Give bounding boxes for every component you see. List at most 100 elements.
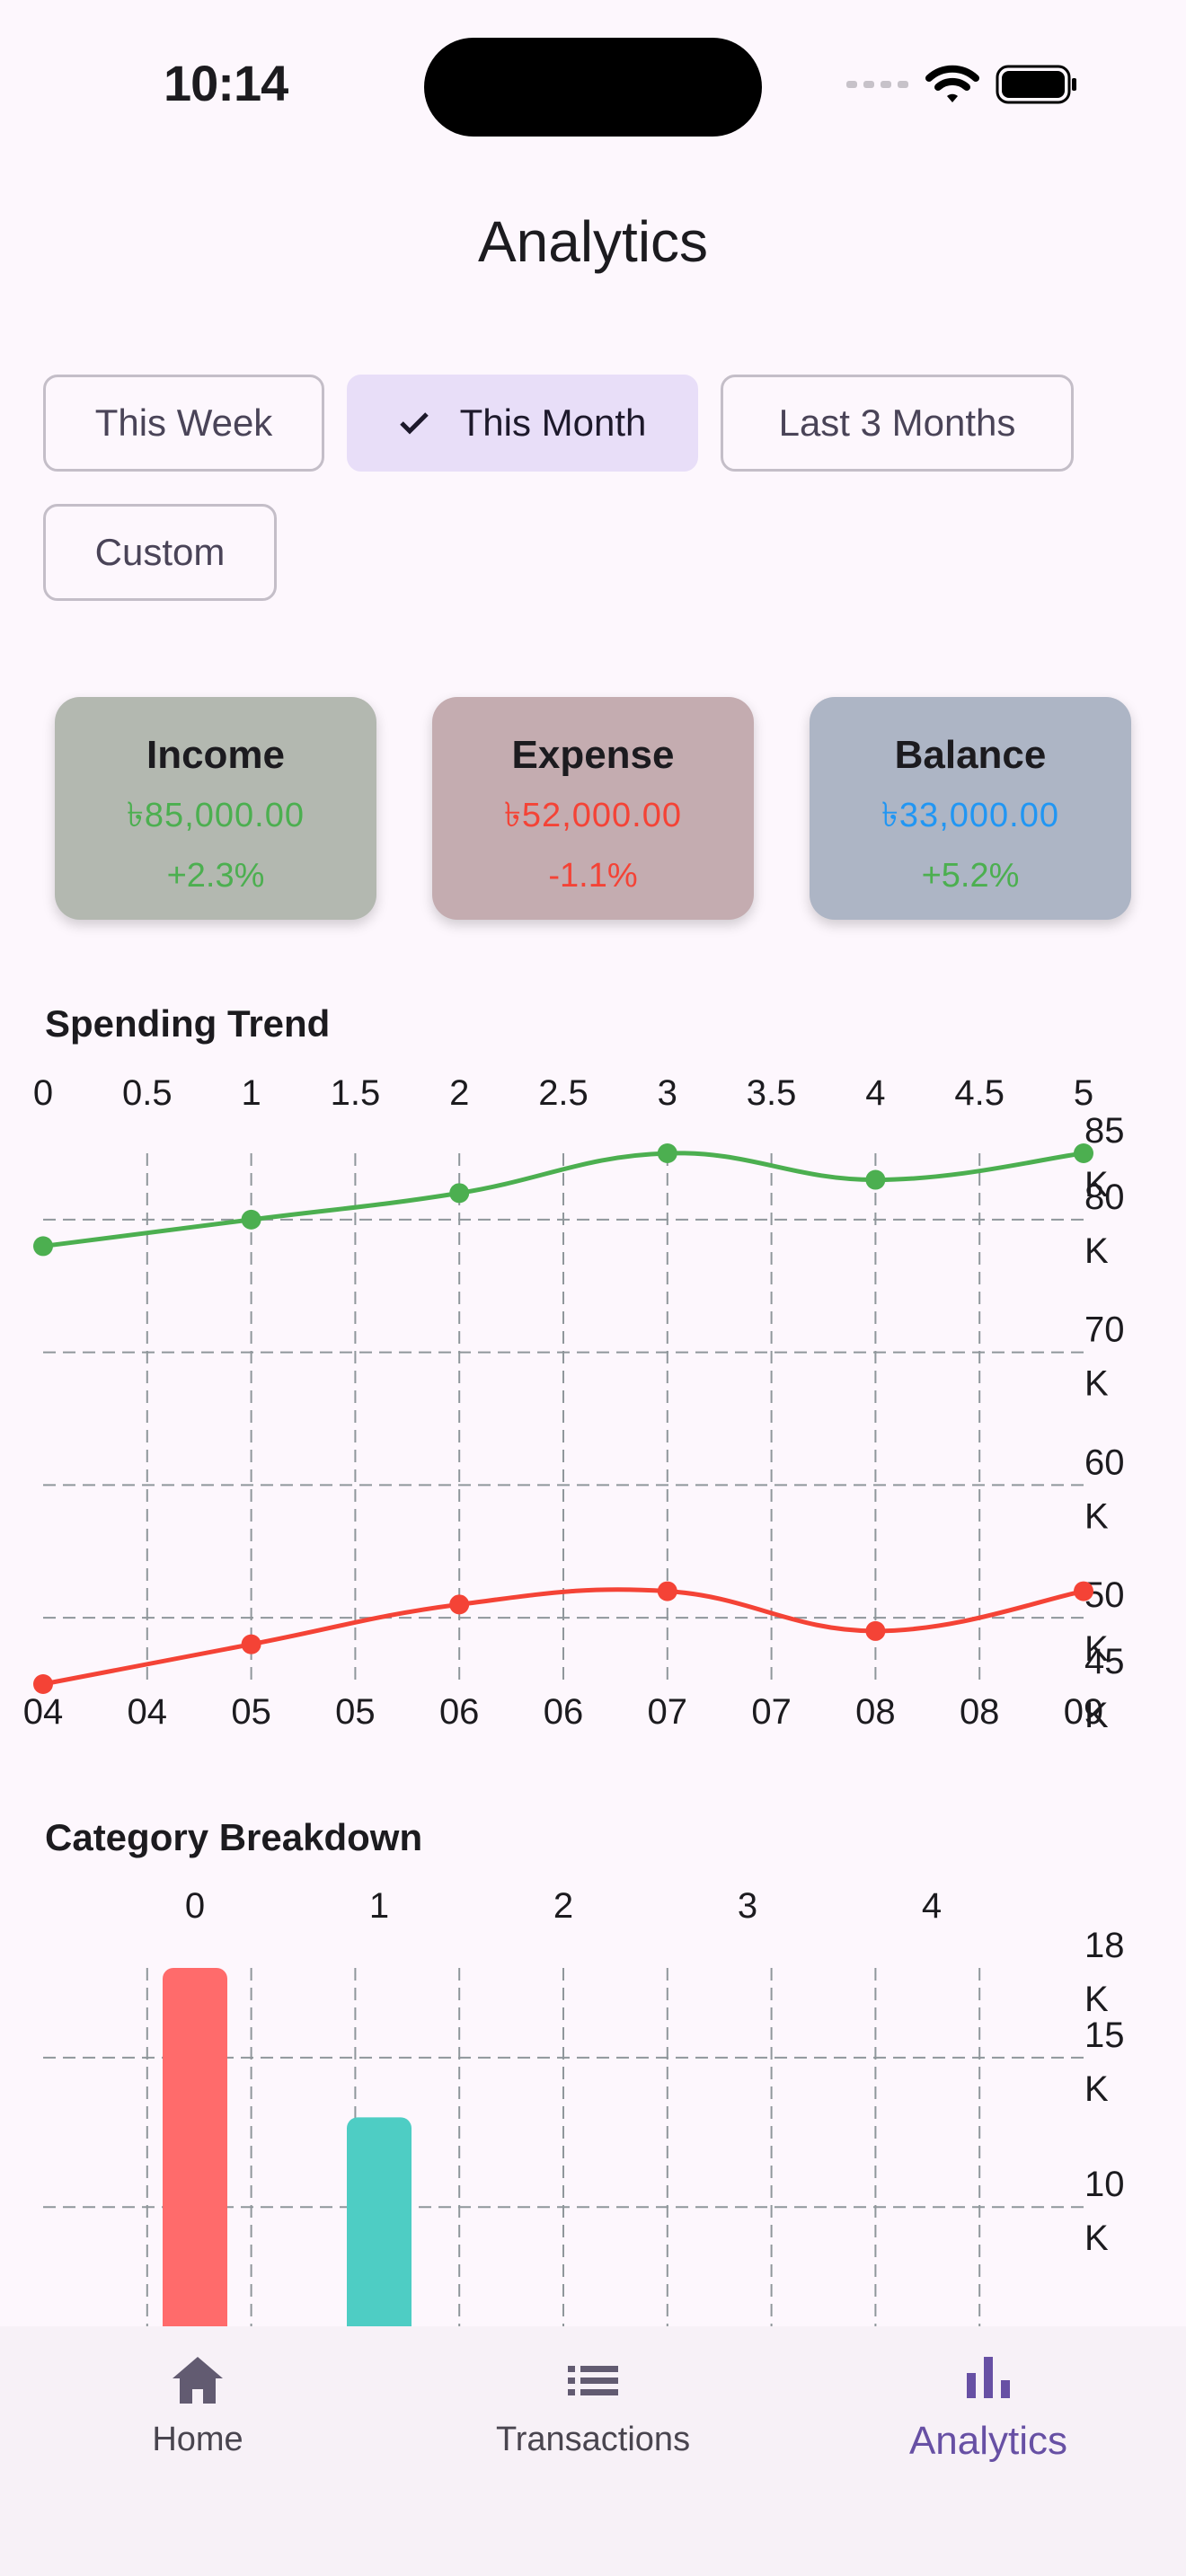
data-point-expense xyxy=(449,1594,470,1615)
x-tick-label: 0 xyxy=(185,1886,205,1926)
list-icon xyxy=(568,2366,618,2395)
x-bottom-tick-label: 06 xyxy=(544,1692,584,1732)
data-point-income xyxy=(1074,1143,1093,1163)
y-tick-unit-label: K xyxy=(1084,1629,1109,1669)
filter-chip-this-month[interactable]: This Month xyxy=(347,375,698,472)
x-top-tick-label: 0.5 xyxy=(122,1073,173,1113)
card-value: ৳52,000.00 xyxy=(504,797,682,834)
x-bottom-tick-label: 05 xyxy=(231,1692,271,1732)
check-icon xyxy=(399,412,429,435)
x-top-tick-label: 2 xyxy=(449,1073,469,1113)
x-tick-label: 2 xyxy=(553,1886,573,1926)
dynamic-island xyxy=(424,38,762,137)
nav-transactions[interactable]: Transactions xyxy=(395,2326,791,2506)
x-top-tick-label: 2.5 xyxy=(538,1073,589,1113)
chip-label: This Month xyxy=(459,401,647,444)
x-top-tick-label: 0 xyxy=(33,1073,53,1113)
y-tick-unit-label: K xyxy=(1084,1696,1109,1735)
card-label: Expense xyxy=(511,733,675,777)
x-bottom-tick-label: 06 xyxy=(439,1692,480,1732)
x-top-tick-label: 1.5 xyxy=(331,1073,381,1113)
nav-label: Analytics xyxy=(908,2419,1068,2463)
x-bottom-tick-label: 08 xyxy=(960,1692,1000,1732)
battery-icon xyxy=(996,65,1076,104)
chip-label: Last 3 Months xyxy=(778,401,1016,444)
card-label: Balance xyxy=(894,733,1047,777)
y-tick-label: 45 xyxy=(1084,1642,1125,1681)
card-change: +2.3% xyxy=(166,857,265,895)
chip-label: This Week xyxy=(94,401,273,444)
data-point-income xyxy=(33,1236,53,1257)
spending-trend-chart: 0 04 0.5 04 1 05 1.5 05 2 06 2.5 06 3 07 3.5 07 4 08 4.5 08… xyxy=(23,1073,1125,1735)
y-tick-unit-label: K xyxy=(1084,1980,1109,2019)
x-bottom-tick-label: 04 xyxy=(128,1692,168,1732)
x-top-tick-label: 4 xyxy=(865,1073,885,1113)
y-tick-label: 85 xyxy=(1084,1111,1125,1151)
y-tick-label: 15 xyxy=(1084,2016,1125,2055)
card-change: +5.2% xyxy=(921,857,1020,895)
bottom-navigation: Home Transactions Analytics xyxy=(0,2326,1186,2576)
nav-label: Home xyxy=(152,2421,243,2458)
x-top-tick-label: 4.5 xyxy=(954,1073,1005,1113)
nav-label: Transactions xyxy=(495,2421,691,2458)
signal-icon xyxy=(846,81,908,88)
x-bottom-tick-label: 08 xyxy=(855,1692,896,1732)
series-line-expense xyxy=(42,1587,1084,1687)
card-value: ৳85,000.00 xyxy=(127,797,305,834)
x-bottom-tick-label: 07 xyxy=(751,1692,792,1732)
status-icons xyxy=(846,63,1078,106)
x-bottom-tick-label: 05 xyxy=(335,1692,376,1732)
x-top-tick-label: 3 xyxy=(658,1073,677,1113)
income-card: Income ৳85,000.00 +2.3% xyxy=(55,697,376,920)
x-bottom-tick-label: 07 xyxy=(648,1692,688,1732)
x-tick-label: 4 xyxy=(922,1886,942,1926)
y-tick-unit-label: K xyxy=(1084,2069,1109,2109)
x-tick-label: 1 xyxy=(369,1886,389,1926)
y-tick-label: 80 xyxy=(1084,1178,1125,1217)
card-value: ৳33,000.00 xyxy=(881,797,1059,834)
nav-analytics[interactable]: Analytics xyxy=(791,2326,1186,2506)
x-tick-label: 3 xyxy=(738,1886,757,1926)
filter-chip-custom[interactable]: Custom xyxy=(43,504,277,601)
chip-label: Custom xyxy=(94,531,226,573)
y-tick-unit-label: K xyxy=(1084,1364,1109,1404)
data-point-income xyxy=(449,1183,470,1204)
spending-trend-title: Spending Trend xyxy=(45,1002,331,1045)
series-line-income xyxy=(42,1151,1084,1248)
data-point-expense xyxy=(1074,1581,1093,1601)
card-change: -1.1% xyxy=(548,857,638,895)
category-breakdown-title: Category Breakdown xyxy=(45,1816,423,1858)
filter-chip-last-3-months[interactable]: Last 3 Months xyxy=(721,375,1074,472)
bar-chart-icon xyxy=(967,2357,1010,2398)
y-tick-unit-label: K xyxy=(1084,1496,1109,1536)
x-bottom-tick-label: 04 xyxy=(23,1692,64,1732)
y-tick-label: 10 xyxy=(1084,2165,1125,2204)
card-label: Income xyxy=(146,733,286,777)
y-tick-unit-label: K xyxy=(1084,2219,1109,2258)
home-icon xyxy=(173,2357,223,2404)
data-point-income xyxy=(657,1143,677,1163)
x-top-tick-label: 5 xyxy=(1074,1073,1093,1113)
page-title: Analytics xyxy=(477,209,709,274)
x-top-tick-label: 1 xyxy=(241,1073,261,1113)
data-point-income xyxy=(241,1209,261,1230)
y-tick-label: 60 xyxy=(1084,1442,1125,1482)
wifi-icon xyxy=(925,65,979,102)
bar-category-0 xyxy=(163,1968,227,2326)
y-tick-label: 18 xyxy=(1084,1926,1125,1965)
data-point-expense xyxy=(33,1674,53,1694)
data-point-expense xyxy=(657,1581,677,1601)
filter-chip-this-week[interactable]: This Week xyxy=(43,375,324,472)
status-time: 10:14 xyxy=(164,55,288,111)
data-point-expense xyxy=(865,1620,886,1641)
nav-home[interactable]: Home xyxy=(0,2326,395,2506)
y-tick-unit-label: K xyxy=(1084,1165,1109,1204)
data-point-expense xyxy=(241,1634,261,1654)
balance-card: Balance ৳33,000.00 +5.2% xyxy=(810,697,1131,920)
bar-category-1 xyxy=(347,2117,412,2326)
x-top-tick-label: 3.5 xyxy=(747,1073,797,1113)
y-tick-unit-label: K xyxy=(1084,1231,1109,1271)
x-bottom-tick-label: 09 xyxy=(1064,1692,1104,1732)
data-point-income xyxy=(865,1169,886,1190)
